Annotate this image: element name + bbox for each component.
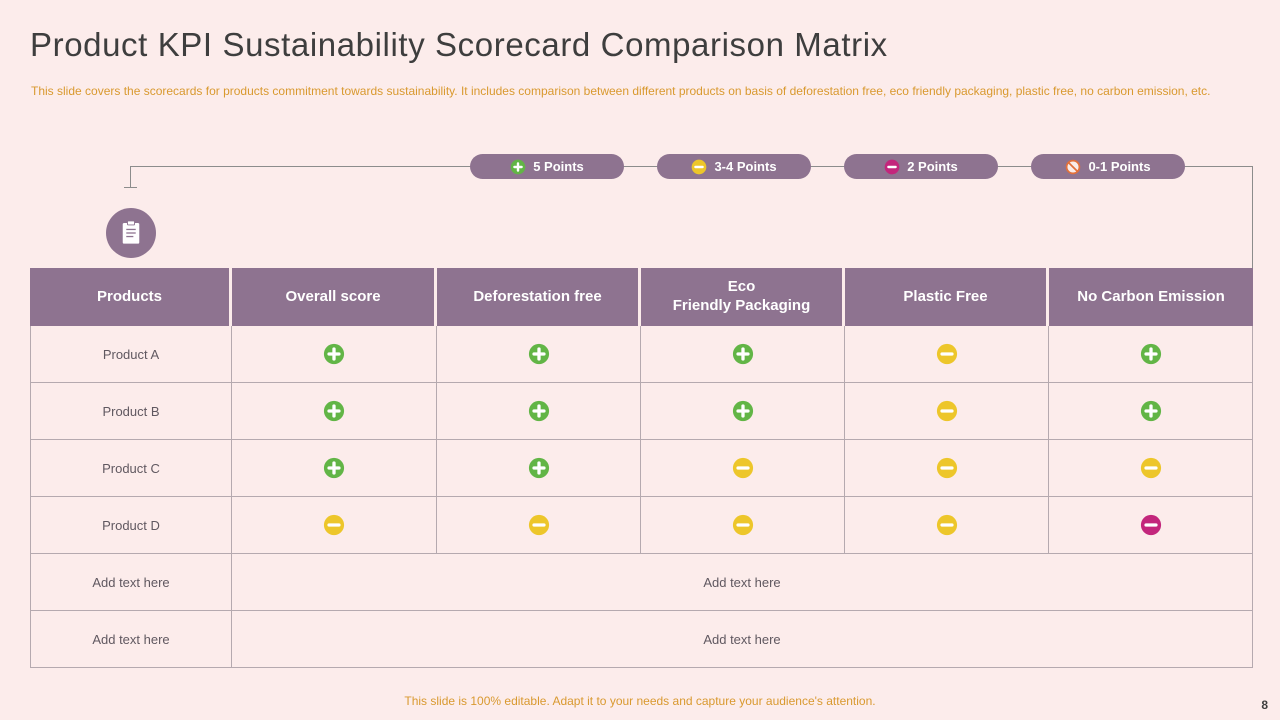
score-cell [437,497,641,553]
score-cell [232,326,437,382]
table-row: Product D [31,497,1252,554]
placeholder-row: Add text here Add text here [31,611,1252,667]
legend-pill-0-1-points: 0-1 Points [1031,154,1185,179]
slide-subtitle: This slide covers the scorecards for pro… [31,84,1211,98]
minus-circle-yellow-icon [692,159,707,174]
comparison-matrix-table: Products Overall score Deforestation free E… [30,268,1253,668]
score-cell [1049,383,1252,439]
score-cell [641,497,845,553]
legend-pill-3-4-points: 3-4 Points [657,154,811,179]
minus-circle-yellow-icon [936,514,957,536]
plus-circle-icon [323,400,345,422]
minus-circle-yellow-icon [1140,457,1161,479]
minus-circle-yellow-icon [936,400,957,422]
score-cell [1049,326,1252,382]
plus-circle-icon [528,400,549,422]
score-cell [641,326,845,382]
no-entry-icon [1066,159,1081,174]
legend-label: 3-4 Points [714,159,777,174]
plus-circle-icon [1140,400,1161,422]
table-row: Product B [31,383,1252,440]
score-cell [845,383,1049,439]
table-row: Product C [31,440,1252,497]
placeholder-value-cell: Add text here [703,574,781,590]
score-cell [845,440,1049,496]
placeholder-row: Add text here Add text here [31,554,1252,611]
score-cell [1049,497,1252,553]
score-cell [232,440,437,496]
legend-label: 0-1 Points [1088,159,1151,174]
minus-circle-yellow-icon [528,514,549,536]
legend-label: 2 Points [907,159,958,174]
connector-vertical-left-line [130,166,131,187]
points-legend: 5 Points 3-4 Points 2 Points 0-1 Points [470,154,1185,179]
score-cell [437,326,641,382]
minus-circle-pink-icon [884,159,900,174]
score-cell [641,383,845,439]
plus-circle-icon [528,343,549,365]
score-cell [437,440,641,496]
table-body: Product A Product B Product C Product D Add … [30,326,1253,668]
clipboard-glyph [122,220,140,244]
minus-circle-pink-icon [1140,514,1161,536]
column-header-plastic-free: Plastic Free [845,268,1049,326]
score-cell [232,383,437,439]
plus-circle-icon [510,159,526,174]
plus-circle-icon [732,400,753,422]
page-title: Product KPI Sustainability Scorecard Com… [30,26,888,63]
product-name-cell: Product C [31,440,232,496]
score-cell [232,497,437,553]
clipboard-icon [106,208,156,258]
minus-circle-yellow-icon [936,457,957,479]
product-name-cell: Product B [31,383,232,439]
score-cell [845,497,1049,553]
placeholder-label-cell: Add text here [31,611,232,667]
column-header-deforestation-free: Deforestation free [437,268,641,326]
placeholder-label-cell: Add text here [31,554,232,610]
score-cell [845,326,1049,382]
editable-note: This slide is 100% editable. Adapt it to… [404,694,876,708]
column-header-overall-score: Overall score [232,268,437,326]
product-name-cell: Product A [31,326,232,382]
table-row: Product A [31,326,1252,383]
plus-circle-icon [323,457,345,479]
connector-vertical-right-line [1252,166,1253,268]
score-cell [1049,440,1252,496]
legend-label: 5 Points [533,159,584,174]
product-name-cell: Product D [31,497,232,553]
minus-circle-yellow-icon [732,514,753,536]
minus-circle-yellow-icon [936,343,957,365]
column-header-no-carbon-emission: No Carbon Emission [1049,268,1253,326]
page-number: 8 [1261,698,1268,712]
minus-circle-yellow-icon [732,457,753,479]
legend-pill-5-points: 5 Points [470,154,624,179]
plus-circle-icon [732,343,753,365]
minus-circle-yellow-icon [323,514,345,536]
score-cell [641,440,845,496]
score-cell [437,383,641,439]
plus-circle-icon [323,343,345,365]
column-header-eco-friendly-packaging: Eco Friendly Packaging [641,268,845,326]
column-header-products: Products [30,268,232,326]
plus-circle-icon [528,457,549,479]
connector-left-tick [124,187,137,188]
table-header-row: Products Overall score Deforestation free E… [30,268,1253,326]
placeholder-value-cell: Add text here [703,631,781,647]
legend-pill-2-points: 2 Points [844,154,998,179]
plus-circle-icon [1140,343,1161,365]
